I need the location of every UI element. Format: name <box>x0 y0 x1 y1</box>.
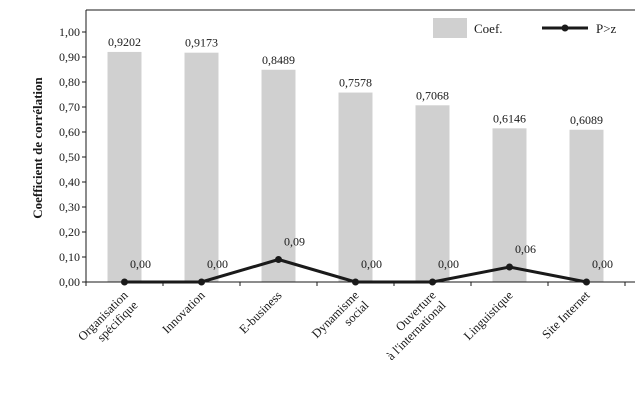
y-tick-label: 0,70 <box>59 100 80 114</box>
y-tick-label: 1,00 <box>59 25 80 39</box>
x-category-label: Dynamismesocial <box>309 288 372 351</box>
p-value-label: 0,00 <box>592 257 613 271</box>
bar <box>107 51 142 283</box>
bar-value-label: 0,6146 <box>493 111 526 125</box>
bar-value-label: 0,8489 <box>262 53 295 67</box>
p-value-label: 0,00 <box>130 257 151 271</box>
bar-value-label: 0,6089 <box>570 113 603 127</box>
p-value-point <box>275 256 282 263</box>
x-category-label: Site Internet <box>539 288 593 342</box>
x-category-label: Linguistique <box>461 288 516 343</box>
legend: Coef. P>z <box>433 18 617 38</box>
bar <box>184 52 219 282</box>
p-value-label: 0,00 <box>438 257 459 271</box>
y-axis-title: Coefficient de corrélation <box>30 76 45 218</box>
legend-label-coef: Coef. <box>474 21 503 36</box>
bar <box>415 105 450 282</box>
p-value-point <box>198 278 205 286</box>
legend-label-pz: P>z <box>596 21 617 36</box>
legend-swatch-coef <box>433 18 467 38</box>
y-tick-label: 0,10 <box>59 250 80 264</box>
p-value-label: 0,00 <box>361 257 382 271</box>
p-value-label: 0,06 <box>515 242 536 256</box>
x-category-label: E-business <box>236 288 284 336</box>
bar <box>261 69 296 283</box>
bar-value-label: 0,7068 <box>416 88 449 102</box>
bars-layer <box>107 51 604 283</box>
y-tick-label: 0,30 <box>59 200 80 214</box>
p-value-point <box>121 278 128 286</box>
y-tick-label: 0,40 <box>59 175 80 189</box>
y-tick-label: 0,80 <box>59 75 80 89</box>
x-category-label-line: Linguistique <box>461 288 516 343</box>
p-value-point <box>429 278 436 286</box>
bar-value-label: 0,7578 <box>339 76 372 90</box>
y-tick-label: 0,50 <box>59 150 80 164</box>
x-category-label: Innovation <box>159 288 208 337</box>
y-tick-label: 0,90 <box>59 50 80 64</box>
y-tick-label: 0,00 <box>59 275 80 289</box>
legend-marker-pz <box>561 24 569 32</box>
x-category-label: Organisationspécifique <box>75 288 141 354</box>
p-value-label: 0,00 <box>207 257 228 271</box>
p-value-point <box>506 263 513 271</box>
bar-value-label: 0,9173 <box>185 36 218 50</box>
p-value-point <box>583 278 590 286</box>
x-category-label: Ouvertureà l'international <box>374 288 449 363</box>
x-category-label-line: Site Internet <box>539 288 593 342</box>
bar <box>338 92 373 282</box>
bar <box>492 128 527 282</box>
y-tick-label: 0,60 <box>59 125 80 139</box>
line-layer <box>121 256 590 286</box>
y-tick-label: 0,20 <box>59 225 80 239</box>
x-category-label-line: E-business <box>236 288 284 336</box>
p-value-point <box>352 278 359 286</box>
bar <box>569 129 604 282</box>
x-category-label-line: Innovation <box>159 288 208 337</box>
p-value-label: 0,09 <box>284 235 305 249</box>
bar-value-label: 0,9202 <box>108 35 141 49</box>
